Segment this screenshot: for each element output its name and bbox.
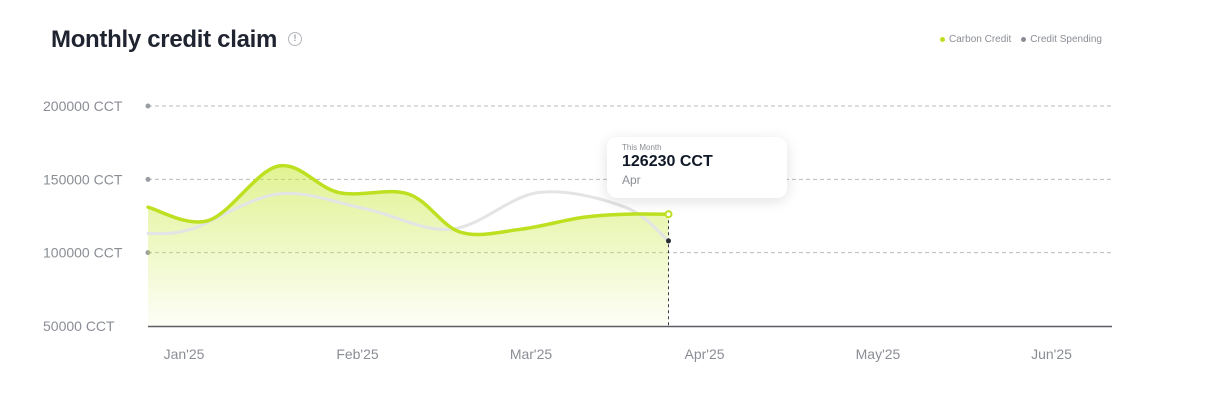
legend-label-carbon-credit: Carbon Credit [949, 34, 1012, 45]
info-circle-icon[interactable]: ! [288, 32, 302, 46]
y-tick-label: 50000 CCT [43, 318, 115, 334]
tooltip-this-month: This Month 126230 CCT Apr [607, 137, 787, 198]
carbon-credit-line [146, 163, 671, 237]
y-tick-label: 200000 CCT [43, 98, 123, 114]
chart-legend: Carbon Credit Credit Spending [940, 34, 1102, 45]
legend-dot-carbon-credit [940, 37, 946, 42]
tooltip-label: This Month [622, 143, 662, 152]
x-tick-label: May'25 [856, 346, 901, 362]
legend-dot-credit-spending [1021, 37, 1027, 42]
legend-label-credit-spending: Credit Spending [1030, 34, 1102, 45]
tooltip-value: 126230 CCT [622, 153, 713, 170]
carbon-credit-point [664, 210, 673, 219]
legend-item-credit-spending[interactable]: Credit Spending [1021, 34, 1102, 45]
x-tick-label: Jun'25 [1031, 346, 1072, 362]
carbon-credit-area [148, 165, 669, 326]
x-tick-label: Mar'25 [510, 346, 553, 362]
gridline-dot [145, 103, 151, 109]
chart-title: Monthly credit claim [51, 26, 278, 53]
tooltip-month: Apr [622, 173, 641, 187]
y-tick-label: 100000 CCT [43, 245, 123, 261]
gridline-dot [145, 176, 151, 182]
x-tick-label: Jan'25 [164, 346, 205, 362]
x-tick-label: Apr'25 [684, 346, 724, 362]
legend-item-carbon-credit[interactable]: Carbon Credit [940, 34, 1011, 45]
x-tick-label: Feb'25 [336, 346, 379, 362]
credit-spending-point [666, 238, 671, 244]
y-tick-label: 150000 CCT [43, 171, 123, 187]
